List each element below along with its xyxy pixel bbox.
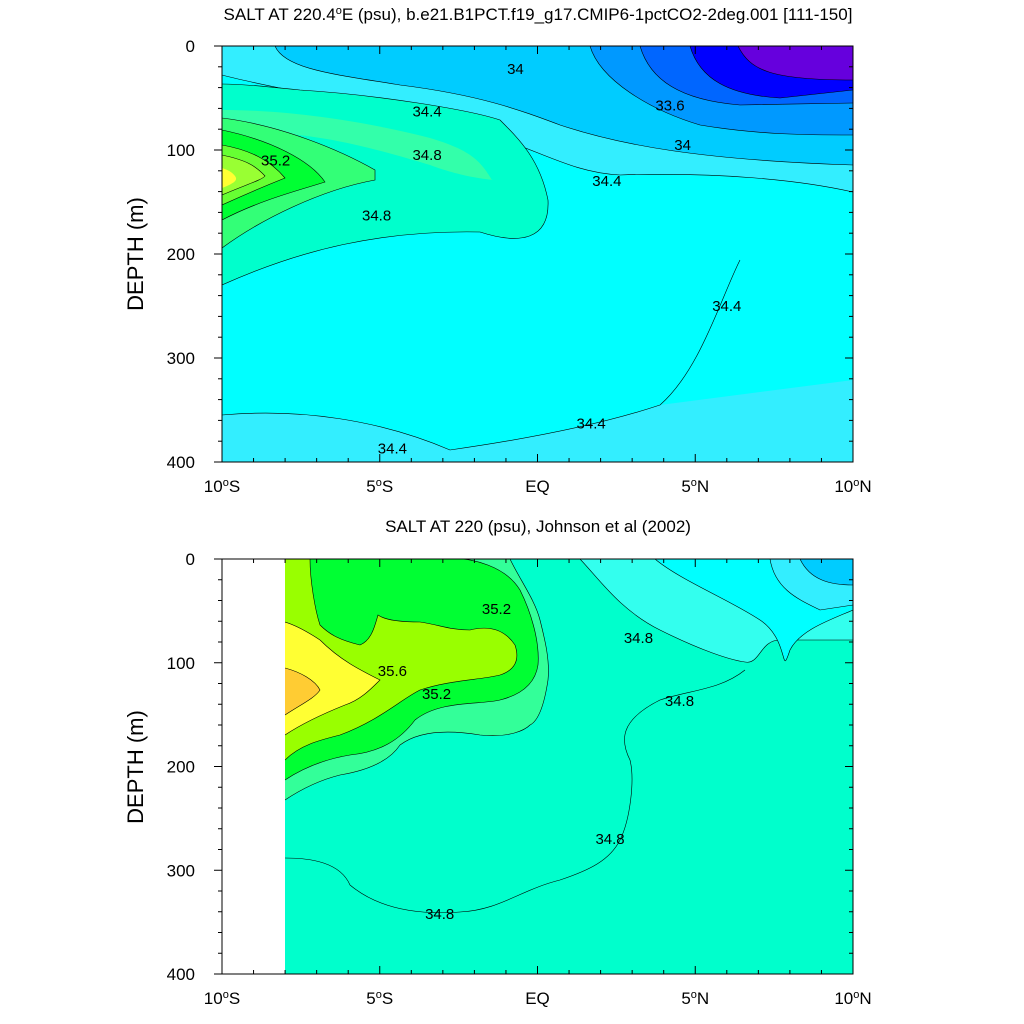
contour-label: 34.4 bbox=[412, 104, 441, 121]
y-tick-label: 200 bbox=[167, 758, 195, 777]
y-tick-label: 400 bbox=[167, 453, 195, 472]
top-ylabel: DEPTH (m) bbox=[123, 197, 148, 311]
top-panel: SALT AT 220.4oE (psu), b.e21.B1PCT.f19_g… bbox=[123, 5, 872, 496]
x-tick-label: 5oN bbox=[681, 477, 709, 496]
contour-label: 34.8 bbox=[595, 831, 624, 848]
bottom-band-35.4-35.6 bbox=[285, 559, 517, 760]
top-title: SALT AT 220.4oE (psu), b.e21.B1PCT.f19_g… bbox=[224, 5, 853, 24]
svg-text:34.4: 34.4 bbox=[412, 104, 441, 121]
contour-label: 34.8 bbox=[412, 147, 441, 164]
bottom-title: SALT AT 220 (psu), Johnson et al (2002) bbox=[385, 517, 691, 536]
x-tick-label: 10oS bbox=[204, 477, 240, 496]
y-tick-label: 100 bbox=[167, 141, 195, 160]
svg-text:34: 34 bbox=[507, 61, 524, 78]
bottom-band-lt-34.2 bbox=[800, 559, 853, 585]
x-tick-label: 5oN bbox=[681, 989, 709, 1008]
contour-label: 34.4 bbox=[712, 298, 741, 315]
x-tick-label: 10oN bbox=[834, 477, 871, 496]
svg-text:34.4: 34.4 bbox=[378, 440, 407, 457]
x-tick-label: 10oN bbox=[834, 989, 871, 1008]
top-axes: 10oS 5oS EQ 5oN 10oN 0 100 200 300 400 bbox=[167, 37, 872, 496]
contour-label: 34.8 bbox=[624, 630, 653, 647]
top-band-35.6-35.8 bbox=[222, 155, 265, 195]
y-tick-label: 0 bbox=[186, 550, 195, 569]
contour-label: 34.4 bbox=[592, 173, 621, 190]
contour-label: 34 bbox=[507, 61, 524, 78]
x-tick-label: EQ bbox=[525, 477, 550, 496]
x-tick-label: EQ bbox=[525, 989, 550, 1008]
svg-text:34.8: 34.8 bbox=[595, 831, 624, 848]
contour-label: 35.2 bbox=[261, 152, 290, 169]
svg-text:34: 34 bbox=[674, 137, 691, 154]
svg-text:35.2: 35.2 bbox=[482, 601, 511, 618]
y-tick-label: 300 bbox=[167, 861, 195, 880]
svg-text:34.8: 34.8 bbox=[624, 630, 653, 647]
top-band-lt-33.2 bbox=[738, 46, 853, 80]
contour-label: 34.8 bbox=[665, 693, 694, 710]
y-tick-label: 0 bbox=[186, 37, 195, 56]
contour-label: 34.8 bbox=[362, 208, 391, 225]
bottom-axes: 10oS 5oS EQ 5oN 10oN 0 100 200 300 400 bbox=[167, 550, 872, 1008]
top-contour-labels: 34 33.6 34.4 34 34.8 35.2 34.4 34.8 34.4 34.4 34.4 bbox=[261, 61, 741, 458]
bottom-band-34.8-35.0 bbox=[285, 660, 853, 974]
svg-text:33.6: 33.6 bbox=[655, 97, 684, 114]
top-band-bottom-34.4 bbox=[222, 380, 853, 462]
y-tick-label: 300 bbox=[167, 349, 195, 368]
y-tick-label: 200 bbox=[167, 245, 195, 264]
y-tick-label: 100 bbox=[167, 654, 195, 673]
contour-label: 34.4 bbox=[577, 416, 606, 433]
svg-text:34.4: 34.4 bbox=[592, 173, 621, 190]
top-contour-fill bbox=[222, 46, 853, 462]
contour-label: 34.4 bbox=[378, 440, 407, 457]
svg-text:34.8: 34.8 bbox=[665, 693, 694, 710]
y-tick-label: 400 bbox=[167, 965, 195, 984]
svg-text:34.8: 34.8 bbox=[412, 147, 441, 164]
bottom-ylabel: DEPTH (m) bbox=[123, 710, 148, 824]
contour-label: 33.6 bbox=[655, 97, 684, 114]
contour-label: 34 bbox=[674, 137, 691, 154]
contour-label: 35.2 bbox=[482, 601, 511, 618]
bottom-contour-fill bbox=[285, 559, 853, 974]
svg-text:35.2: 35.2 bbox=[422, 686, 451, 703]
svg-text:34.8: 34.8 bbox=[362, 208, 391, 225]
bottom-band-35.6-35.8 bbox=[285, 622, 380, 735]
x-tick-label: 5oS bbox=[366, 989, 393, 1008]
svg-text:34.4: 34.4 bbox=[712, 298, 741, 315]
svg-text:35.2: 35.2 bbox=[261, 152, 290, 169]
contour-label: 35.6 bbox=[378, 663, 407, 680]
contour-label: 34.8 bbox=[425, 906, 454, 923]
top-band-34.9 bbox=[222, 110, 494, 180]
x-tick-label: 10oS bbox=[204, 989, 240, 1008]
bottom-panel: SALT AT 220 (psu), Johnson et al (2002) bbox=[123, 517, 872, 1008]
svg-text:34.4: 34.4 bbox=[577, 416, 606, 433]
svg-text:34.8: 34.8 bbox=[425, 906, 454, 923]
x-tick-label: 5oS bbox=[366, 477, 393, 496]
contour-label: 35.2 bbox=[422, 686, 451, 703]
svg-text:35.6: 35.6 bbox=[378, 663, 407, 680]
top-band-gt-35.8 bbox=[222, 168, 237, 188]
bottom-band-gt-35.8 bbox=[285, 668, 320, 715]
bottom-contour-labels: 35.2 34.8 35.6 35.2 34.8 34.8 34.8 bbox=[378, 601, 694, 923]
